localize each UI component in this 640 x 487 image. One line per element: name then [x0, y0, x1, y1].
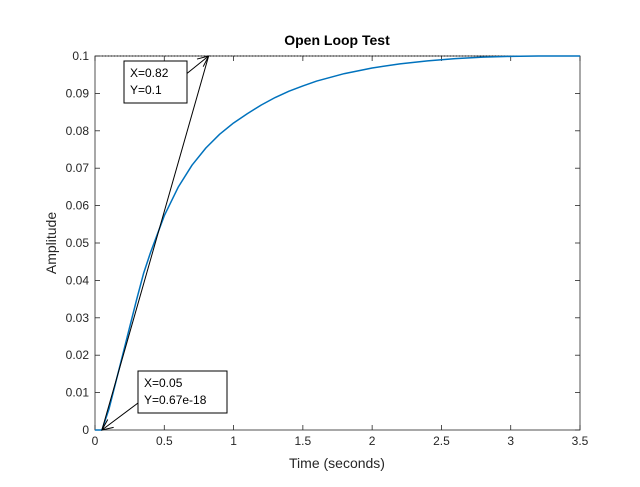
y-tick-label: 0.05 — [66, 236, 90, 250]
series-group — [95, 55, 580, 431]
y-axis-label: Amplitude — [43, 212, 59, 274]
y-tick-label: 0.01 — [66, 386, 90, 400]
x-tick-label: 2 — [369, 434, 376, 448]
x-tick-label: 1.5 — [295, 434, 312, 448]
annotation-text: Y=0.67e-18 — [144, 393, 207, 407]
x-axis-ticks: 0 0.5 1 1.5 2 2.5 3 3.5 — [92, 56, 589, 448]
y-tick-label: 0.1 — [72, 49, 89, 63]
tangent-line — [101, 55, 210, 431]
annotation-box-1 — [123, 60, 188, 104]
y-tick-label: 0.08 — [66, 124, 90, 138]
chart-title: Open Loop Test — [284, 32, 390, 48]
plot-area — [94, 55, 581, 431]
annotation-arrow-2-head — [100, 419, 114, 431]
y-tick-label: 0.07 — [66, 161, 90, 175]
x-tick-label: 0.5 — [156, 434, 173, 448]
y-tick-label: 0.03 — [66, 311, 90, 325]
annotation-box-2 — [137, 370, 228, 414]
y-axis-ticks: 0 0.01 0.02 0.03 0.04 0.05 0.06 0.07 0.08 0.09 0.1 — [66, 49, 580, 437]
x-tick-label: 3 — [507, 434, 514, 448]
annotation-arrow-2-shaft — [101, 402, 139, 431]
annotation-arrow-1-head — [196, 55, 210, 67]
y-tick-label: 0.09 — [66, 86, 90, 100]
y-tick-label: 0.04 — [66, 273, 90, 287]
x-tick-label: 3.5 — [572, 434, 589, 448]
x-tick-label: 2.5 — [433, 434, 450, 448]
y-tick-label: 0 — [82, 423, 89, 437]
x-tick-label: 0 — [92, 434, 99, 448]
annotation-text: Y=0.1 — [130, 83, 162, 97]
annotation-text: X=0.82 — [130, 66, 169, 80]
annotation-text: X=0.05 — [144, 376, 183, 390]
annotation-group: X=0.82 Y=0.1 X=0.05 Y=0.67e-18 — [100, 55, 228, 431]
x-tick-label: 1 — [230, 434, 237, 448]
step-response-line — [95, 55, 580, 431]
y-tick-label: 0.06 — [66, 199, 90, 213]
y-tick-label: 0.02 — [66, 348, 90, 362]
x-axis-label: Time (seconds) — [289, 455, 385, 471]
